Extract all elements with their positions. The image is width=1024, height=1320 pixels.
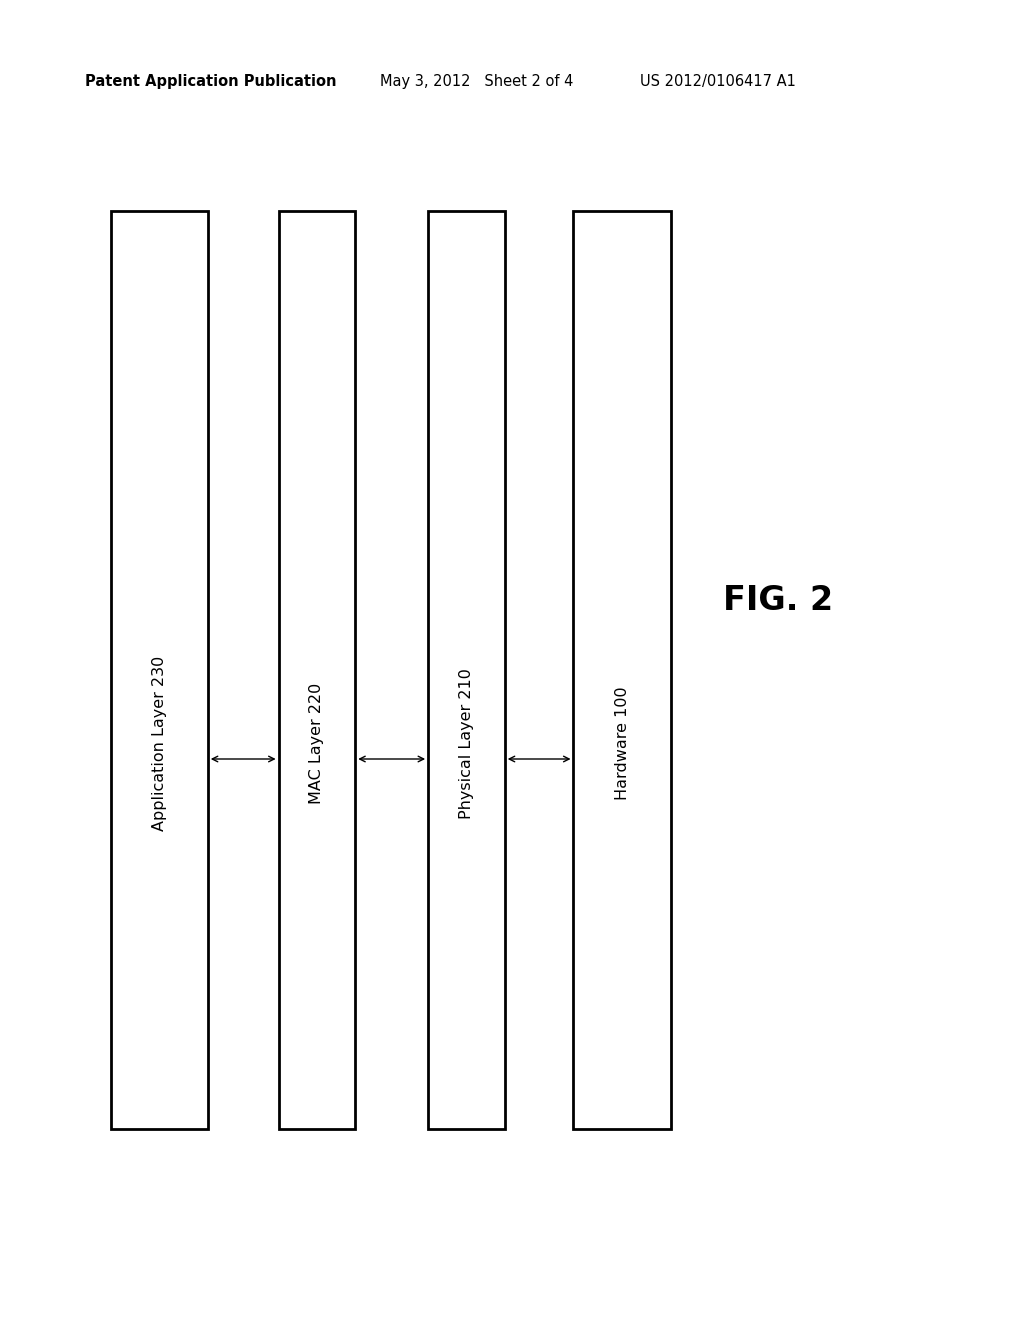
Text: Physical Layer 210: Physical Layer 210 (459, 668, 474, 818)
Text: Hardware 100: Hardware 100 (614, 686, 630, 800)
Text: May 3, 2012   Sheet 2 of 4: May 3, 2012 Sheet 2 of 4 (380, 74, 573, 88)
Text: US 2012/0106417 A1: US 2012/0106417 A1 (640, 74, 796, 88)
Text: Application Layer 230: Application Layer 230 (152, 656, 167, 830)
Bar (428, 211, 505, 1129)
Text: Patent Application Publication: Patent Application Publication (85, 74, 337, 88)
Text: MAC Layer 220: MAC Layer 220 (309, 682, 325, 804)
Bar (111, 211, 208, 1129)
Text: FIG. 2: FIG. 2 (723, 583, 834, 616)
Bar (573, 211, 671, 1129)
Bar (279, 211, 355, 1129)
